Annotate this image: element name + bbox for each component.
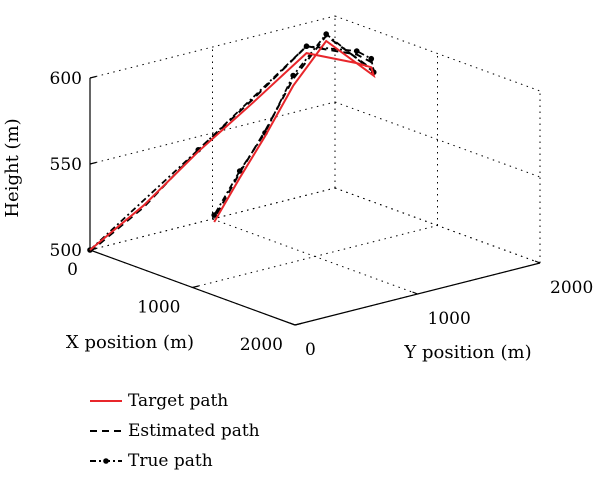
legend-swatch-target (90, 400, 122, 402)
legend-label-target: Target path (128, 391, 229, 411)
legend-swatch-true (90, 458, 122, 464)
y-tick-mark-0 (289, 322, 296, 326)
z-axis-label: Height (m) (2, 118, 23, 217)
grid-left-z-2 (89, 15, 336, 79)
legend-label-estimated: Estimated path (128, 421, 260, 441)
series-line-0 (89, 39, 376, 251)
y-tick-label-0: 0 (305, 340, 316, 360)
legend-item-true: True path (90, 446, 350, 476)
grid-left-z-1 (89, 101, 336, 165)
z-tick-label-0: 500 (50, 241, 82, 261)
series-line-1 (89, 34, 376, 253)
y-axis-label: Y position (m) (403, 342, 531, 363)
y-tick-mark-1 (412, 291, 418, 295)
x-axis-label: X position (m) (66, 332, 194, 353)
series-line-2 (89, 32, 376, 251)
x-tick-label-0: 0 (67, 260, 78, 280)
grid-floor-y-2 (334, 187, 541, 264)
legend-label-true: True path (128, 451, 213, 471)
z-tick-label-2: 600 (50, 69, 82, 89)
series-2-marker-6 (323, 31, 330, 37)
grid-back-z-1 (334, 101, 541, 178)
chart-legend: Target path Estimated path True path (90, 386, 350, 476)
grid-back-z-2 (334, 15, 541, 92)
legend-swatch-estimated (90, 430, 122, 432)
y-tick-label-1: 1000 (428, 309, 471, 329)
x-tick-mark-2 (294, 322, 302, 326)
z-tick-mark-2 (89, 75, 97, 79)
z-tick-mark-1 (89, 161, 97, 165)
y-tick-label-2: 2000 (550, 278, 593, 298)
x-tick-label-1: 1000 (137, 298, 180, 318)
x-tick-label-2: 2000 (240, 335, 283, 355)
series-2-marker-3 (353, 48, 360, 54)
z-tick-label-1: 550 (50, 155, 82, 175)
legend-item-estimated: Estimated path (90, 416, 350, 446)
series-2-marker-4 (368, 55, 375, 62)
series-2-marker-10 (211, 212, 217, 218)
grid-floor-y-1 (212, 218, 418, 295)
series-2-marker-2 (303, 43, 310, 50)
y-tick-mark-2 (534, 260, 541, 264)
legend-item-target: Target path (90, 386, 350, 416)
x-tick-mark-1 (192, 285, 199, 289)
